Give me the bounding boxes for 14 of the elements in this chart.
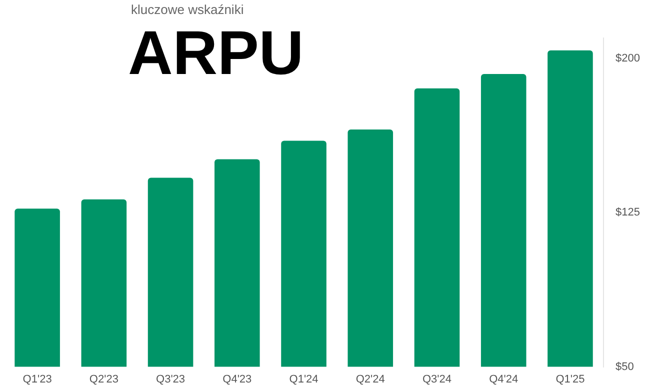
chart-subtitle: kluczowe wskaźniki — [131, 2, 244, 17]
x-tick-label: Q1'25 — [556, 373, 585, 386]
x-tick-label: Q4'24 — [489, 373, 518, 386]
y-tick-label: $200 — [616, 52, 640, 65]
x-tick-label: Q1'24 — [289, 373, 318, 386]
x-tick-label: Q2'24 — [356, 373, 385, 386]
y-tick-label: $125 — [616, 206, 640, 219]
y-tick-label: $50 — [616, 360, 634, 373]
x-tick-label: Q4'23 — [222, 373, 252, 386]
chart-title: ARPU — [128, 18, 304, 89]
x-tick-label: Q3'23 — [156, 373, 186, 386]
x-tick-label: Q3'24 — [422, 373, 452, 386]
x-tick-label: Q1'23 — [22, 373, 52, 386]
x-tick-label: Q2'23 — [89, 373, 118, 386]
